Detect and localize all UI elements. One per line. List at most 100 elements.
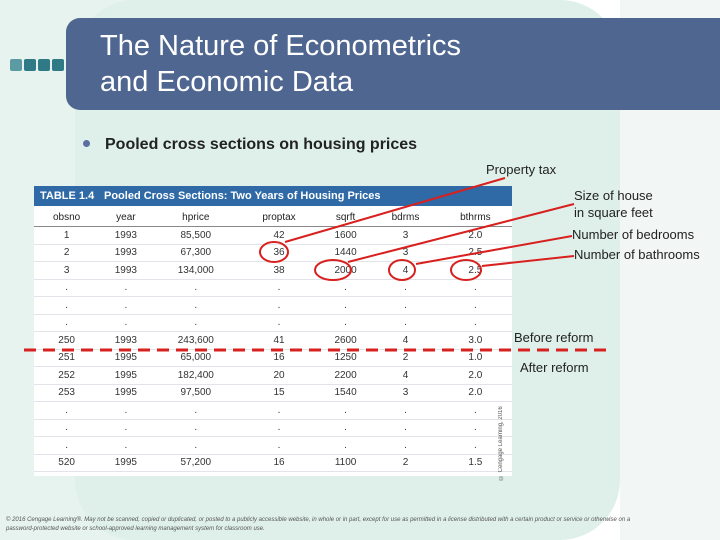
table-cell: 3.0 xyxy=(438,331,512,350)
column-header: year xyxy=(99,208,153,227)
table-cell: 85,500 xyxy=(152,226,240,245)
table-cell: . xyxy=(99,436,153,455)
column-header: bthrms xyxy=(438,208,512,227)
proptax-circle xyxy=(259,241,289,263)
column-header: proptax xyxy=(239,208,319,227)
table-cell: . xyxy=(438,436,512,455)
table-cell: . xyxy=(239,401,319,420)
table-cell: 1440 xyxy=(318,244,373,262)
table-cell: . xyxy=(152,314,240,332)
data-table: obsno year hprice proptax sqrft bdrms bthrms 1… xyxy=(34,208,512,472)
table-cell: . xyxy=(34,419,100,437)
table-cell: 1.5 xyxy=(438,454,512,472)
table-row: 250 1993 243,600 41 2600 4 3.0 xyxy=(34,331,512,350)
square-icon xyxy=(52,59,64,71)
table-cell: . xyxy=(372,296,439,315)
bullet-icon xyxy=(83,140,90,147)
table-cell: . xyxy=(239,279,319,297)
decorative-squares xyxy=(10,58,66,76)
table-row: 251 1995 65,000 16 1250 2 1.0 xyxy=(34,349,512,367)
table-cell: 1995 xyxy=(99,366,153,385)
table-cell: 38 xyxy=(239,261,319,280)
table-body: 1199385,50042160032.02199367,30036144032… xyxy=(34,226,512,472)
title-line-1: The Nature of Econometrics xyxy=(100,30,462,62)
table-cell: . xyxy=(438,401,512,420)
table-cell: . xyxy=(318,419,373,437)
column-header: sqrft xyxy=(318,208,373,227)
table-cell: . xyxy=(438,279,512,297)
table-cell: 1.0 xyxy=(438,349,512,367)
table-cell: 3 xyxy=(372,384,439,402)
table-row: ....... xyxy=(34,279,512,297)
table-cell: 57,200 xyxy=(152,454,240,472)
table-cell: 2000 xyxy=(318,261,373,280)
table-cell: . xyxy=(34,296,100,315)
annotation-before-reform: Before reform xyxy=(514,330,594,345)
table-cell: 2 xyxy=(372,349,439,367)
table-cell: 1 xyxy=(34,226,100,245)
table-cell: . xyxy=(438,314,512,332)
table-cell: . xyxy=(239,419,319,437)
table-cell: . xyxy=(152,279,240,297)
table-cell: 65,000 xyxy=(152,349,240,367)
table-cell: . xyxy=(34,436,100,455)
table-header-row: obsno year hprice proptax sqrft bdrms bthrms xyxy=(34,208,512,227)
table-cell: . xyxy=(372,436,439,455)
table-row: 252 1995 182,400 20 2200 4 2.0 xyxy=(34,366,512,385)
proptax-pointer xyxy=(284,177,506,243)
table-cell: . xyxy=(318,401,373,420)
table-cell: 251 xyxy=(34,349,100,367)
title-line-2: and Economic Data xyxy=(100,66,354,98)
table-row: ....... xyxy=(34,401,512,420)
table-cell: . xyxy=(152,296,240,315)
table-cell: . xyxy=(372,279,439,297)
table-cell: 2 xyxy=(372,454,439,472)
table-cell: . xyxy=(318,436,373,455)
table-row: 520 1995 57,200 16 1100 2 1.5 xyxy=(34,454,512,472)
table-caption: Pooled Cross Sections: Two Years of Hous… xyxy=(104,190,381,202)
table-number: TABLE 1.4 xyxy=(40,190,95,202)
column-header: obsno xyxy=(34,208,100,227)
table-caption-bar: TABLE 1.4 Pooled Cross Sections: Two Yea… xyxy=(34,186,512,206)
table-cell: . xyxy=(99,279,153,297)
title-bar xyxy=(66,18,720,110)
table-cell: . xyxy=(318,279,373,297)
table-cell: 182,400 xyxy=(152,366,240,385)
square-icon xyxy=(38,59,50,71)
bthrms-pointer xyxy=(481,255,575,267)
table-cell: . xyxy=(152,419,240,437)
column-header: hprice xyxy=(152,208,240,227)
table-cell: . xyxy=(372,314,439,332)
table-cell: 1100 xyxy=(318,454,373,472)
square-icon xyxy=(10,59,22,71)
table-cell: 16 xyxy=(239,349,319,367)
table-cell: . xyxy=(99,314,153,332)
table-cell: 134,000 xyxy=(152,261,240,280)
table-cell: 1993 xyxy=(99,244,153,262)
table-cell: 1600 xyxy=(318,226,373,245)
table-cell: 2.0 xyxy=(438,226,512,245)
table-cell: 1250 xyxy=(318,349,373,367)
table-cell: 67,300 xyxy=(152,244,240,262)
table-cell: 2 xyxy=(34,244,100,262)
table-cell: . xyxy=(372,401,439,420)
table-cell: . xyxy=(438,419,512,437)
table-cell: . xyxy=(239,296,319,315)
table-cell: . xyxy=(34,279,100,297)
table-cell: . xyxy=(239,314,319,332)
footer-copyright: © 2016 Cengage Learning®. May not be sca… xyxy=(6,517,631,532)
square-icon xyxy=(24,59,36,71)
annotation-property-tax: Property tax xyxy=(486,162,557,177)
table-cell: . xyxy=(99,419,153,437)
table-cell: 2600 xyxy=(318,331,373,350)
table-cell: 1995 xyxy=(99,454,153,472)
annotation-bathrooms: Number of bathrooms xyxy=(574,247,700,262)
table-row: 253 1995 97,500 15 1540 3 2.0 xyxy=(34,384,512,402)
table-cell: . xyxy=(438,296,512,315)
table-cell: 1995 xyxy=(99,384,153,402)
table-row: ....... xyxy=(34,314,512,332)
bdrms-pointer xyxy=(415,235,573,265)
table-cell: 3 xyxy=(34,261,100,280)
table-cell: 2200 xyxy=(318,366,373,385)
